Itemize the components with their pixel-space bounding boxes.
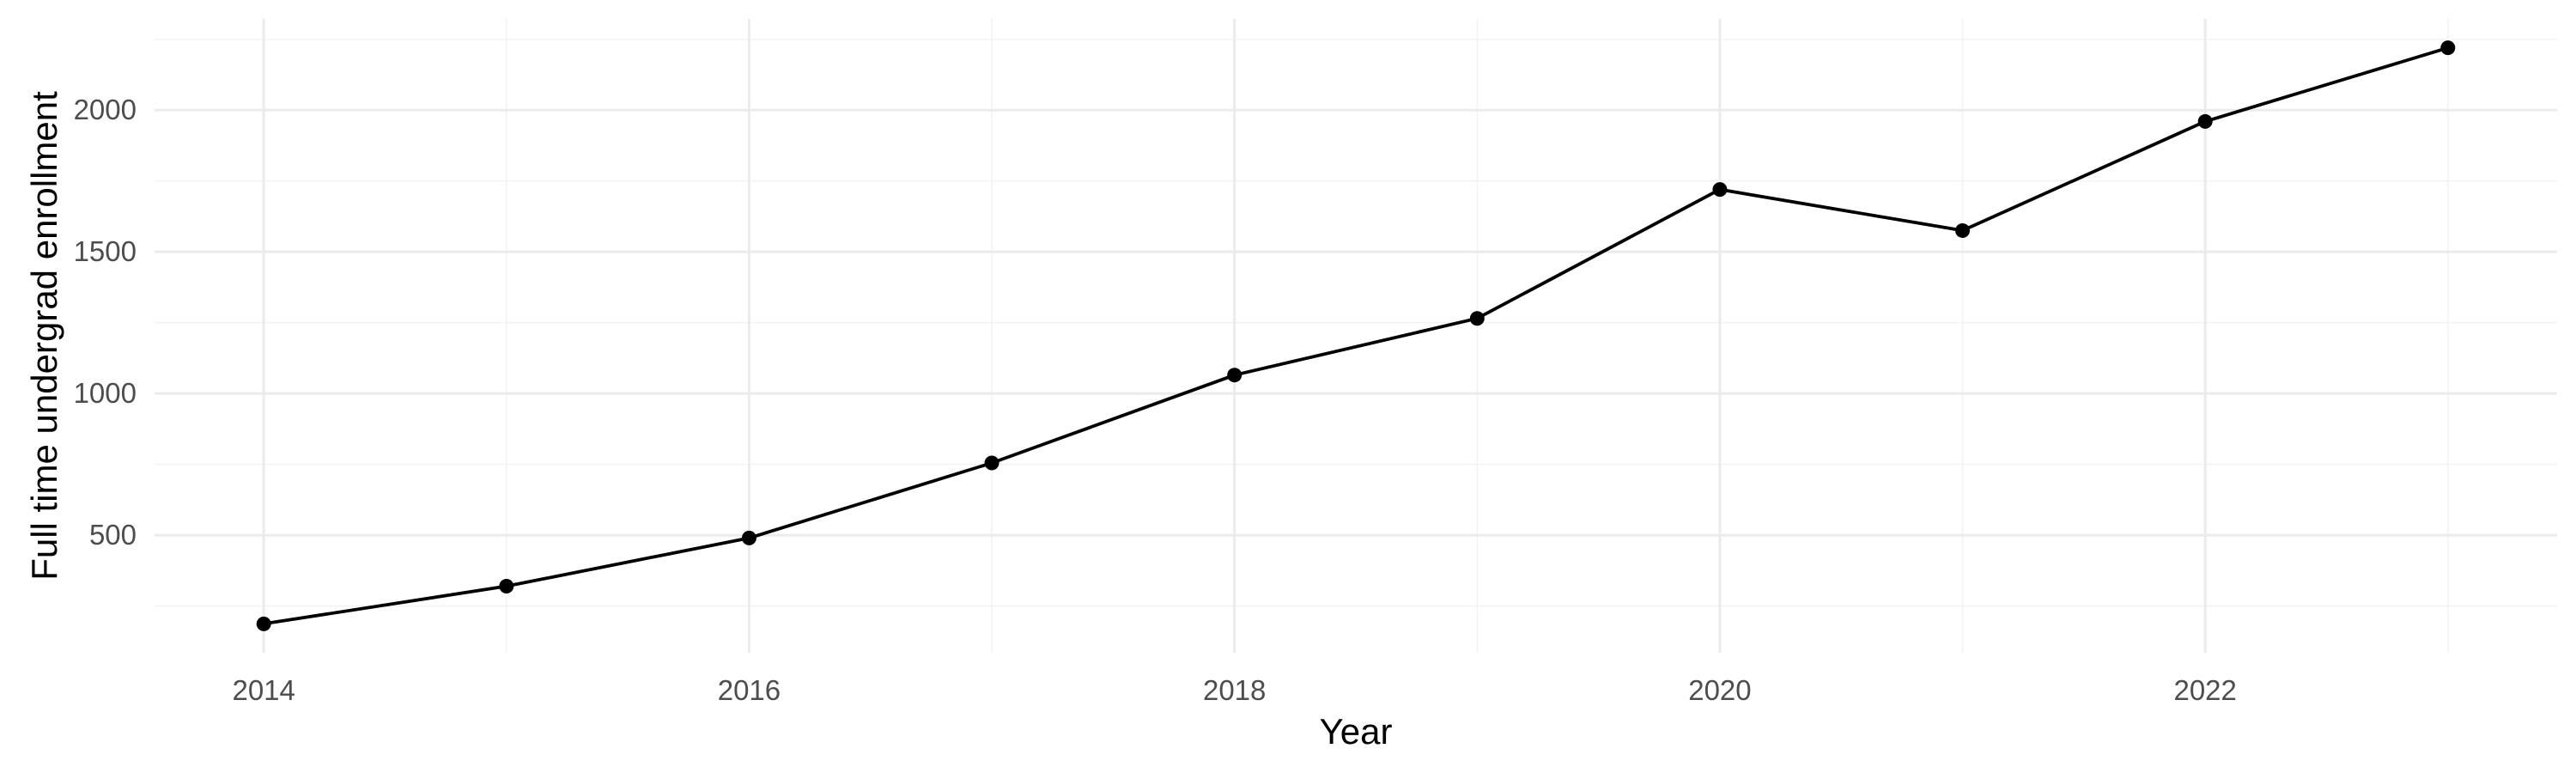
data-point <box>984 455 999 471</box>
y-tick-label: 1500 <box>74 235 137 267</box>
major-grid <box>155 19 2557 653</box>
minor-grid <box>155 19 2557 653</box>
y-axis-tick-labels: 500 1000 1500 2000 <box>74 94 137 551</box>
data-point <box>1469 311 1485 326</box>
y-tick-label: 500 <box>89 519 137 551</box>
y-tick-label: 2000 <box>74 94 137 125</box>
data-point <box>1955 222 1971 238</box>
data-point <box>256 616 271 631</box>
x-tick-label: 2014 <box>232 674 295 706</box>
data-point <box>2197 113 2213 129</box>
x-axis-title: Year <box>1320 711 1393 752</box>
data-point <box>2440 40 2456 56</box>
series-line <box>262 46 2450 626</box>
data-point <box>499 578 514 593</box>
data-point <box>1227 368 1242 383</box>
y-axis-title: Full time undergrad enrollment <box>24 91 64 581</box>
x-tick-label: 2022 <box>2173 674 2236 706</box>
data-point <box>741 530 756 545</box>
x-tick-label: 2016 <box>718 674 781 706</box>
data-point <box>1712 182 1728 198</box>
series-layer <box>256 40 2456 631</box>
x-tick-label: 2020 <box>1688 674 1751 706</box>
y-tick-label: 1000 <box>74 377 137 409</box>
x-axis-tick-labels: 2014 2016 2018 2020 2022 <box>232 674 2236 706</box>
x-tick-label: 2018 <box>1203 674 1266 706</box>
